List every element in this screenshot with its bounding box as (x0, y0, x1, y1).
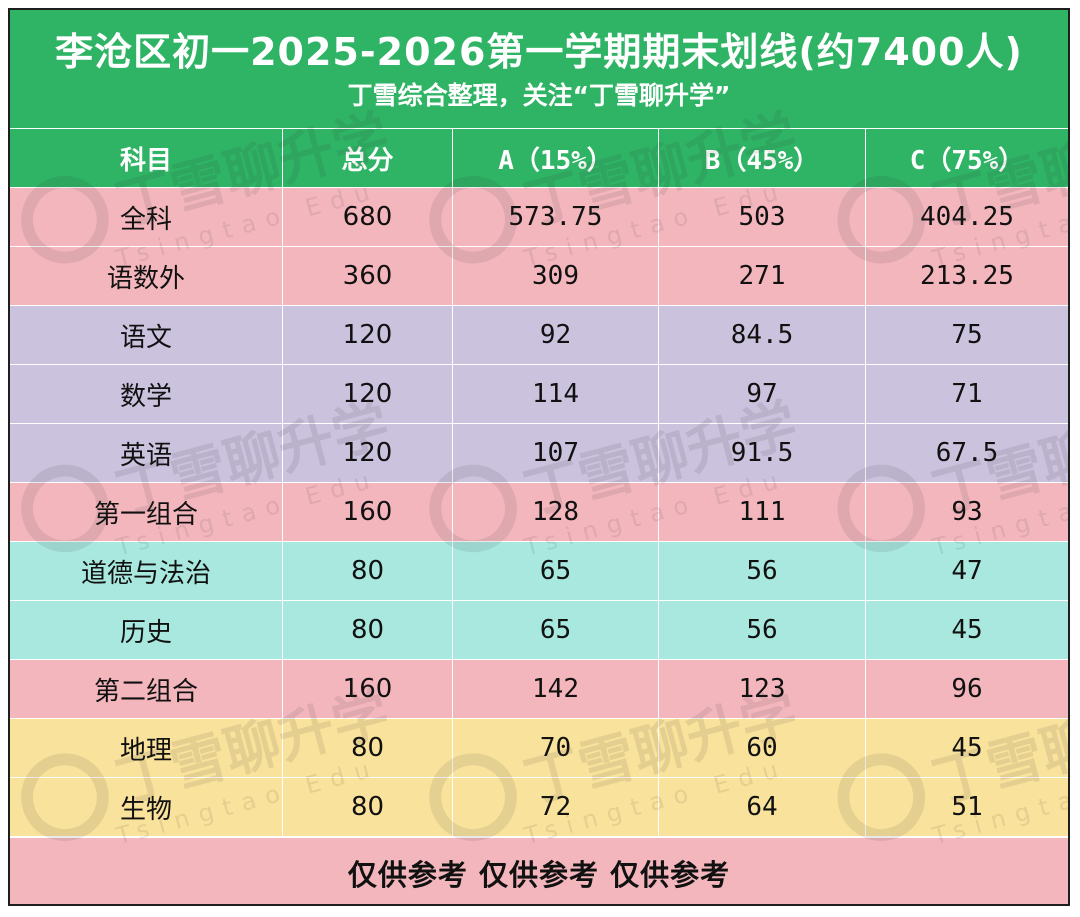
a-cutoff-cell: 65 (452, 601, 658, 659)
a-cutoff-cell: 107 (452, 424, 658, 482)
total-cell: 80 (282, 542, 452, 600)
b-cutoff-cell: 97 (658, 365, 865, 423)
table-row: 第二组合 160 142 123 96 (10, 659, 1068, 718)
subject-cell: 全科 (119, 204, 172, 235)
b-cutoff-cell: 503 (658, 188, 865, 246)
total-cell: 360 (282, 247, 452, 305)
table-row: 数学 120 114 97 71 (10, 364, 1068, 423)
c-cutoff-cell: 47 (865, 542, 1068, 600)
subject-cell: 历史 (119, 617, 172, 648)
a-cutoff-cell: 70 (452, 719, 658, 777)
a-cutoff-cell: 92 (452, 306, 658, 364)
c-cutoff-cell: 45 (865, 601, 1068, 659)
page-subtitle: 丁雪综合整理，关注“丁雪聊升学” (347, 81, 731, 110)
subject-cell: 第二组合 (93, 676, 198, 707)
b-cutoff-cell: 56 (658, 601, 865, 659)
a-cutoff-cell: 114 (452, 365, 658, 423)
table-row: 道德与法治 80 65 56 47 (10, 541, 1068, 600)
total-cell: 80 (282, 601, 452, 659)
total-cell: 160 (282, 660, 452, 718)
total-cell: 120 (282, 306, 452, 364)
c-cutoff-cell: 213.25 (865, 247, 1068, 305)
table-row: 生物 80 72 64 51 (10, 777, 1068, 836)
table-row: 第一组合 160 128 111 93 (10, 482, 1068, 541)
total-cell: 120 (282, 365, 452, 423)
a-cutoff-cell: 128 (452, 483, 658, 541)
subject-cell: 道德与法治 (80, 558, 211, 589)
subject-cell: 语数外 (106, 263, 185, 294)
total-cell: 80 (282, 778, 452, 836)
subject-cell: 生物 (119, 794, 172, 825)
b-cutoff-cell: 111 (658, 483, 865, 541)
b-cutoff-cell: 91.5 (658, 424, 865, 482)
b-cutoff-cell: 271 (658, 247, 865, 305)
table-row: 英语 120 107 91.5 67.5 (10, 423, 1068, 482)
score-table-card: 李沧区初一2025-2026第一学期期末划线(约7400人) 丁雪综合整理，关注… (8, 8, 1070, 906)
table-row: 语文 120 92 84.5 75 (10, 305, 1068, 364)
a-cutoff-cell: 72 (452, 778, 658, 836)
a-cutoff-cell: 573.75 (452, 188, 658, 246)
header-a: A（15%） (452, 129, 658, 187)
header-subject: 科目 (119, 145, 172, 176)
subject-cell: 英语 (119, 440, 172, 471)
a-cutoff-cell: 65 (452, 542, 658, 600)
c-cutoff-cell: 67.5 (865, 424, 1068, 482)
b-cutoff-cell: 64 (658, 778, 865, 836)
total-cell: 680 (282, 188, 452, 246)
total-cell: 80 (282, 719, 452, 777)
table-row: 地理 80 70 60 45 (10, 718, 1068, 777)
b-cutoff-cell: 56 (658, 542, 865, 600)
table-row: 全科 680 573.75 503 404.25 (10, 187, 1068, 246)
c-cutoff-cell: 93 (865, 483, 1068, 541)
subject-cell: 第一组合 (93, 499, 198, 530)
c-cutoff-cell: 51 (865, 778, 1068, 836)
c-cutoff-cell: 75 (865, 306, 1068, 364)
table-body: 全科 680 573.75 503 404.25 语数外 360 309 271 213.25 语文… (10, 187, 1068, 836)
total-cell: 160 (282, 483, 452, 541)
page-title: 李沧区初一2025-2026第一学期期末划线(约7400人) (55, 30, 1023, 74)
a-cutoff-cell: 309 (452, 247, 658, 305)
table-row: 历史 80 65 56 45 (10, 600, 1068, 659)
b-cutoff-cell: 123 (658, 660, 865, 718)
title-banner: 李沧区初一2025-2026第一学期期末划线(约7400人) 丁雪综合整理，关注… (10, 10, 1068, 128)
header-c: C（75%） (865, 129, 1068, 187)
subject-cell: 语文 (119, 322, 172, 353)
b-cutoff-cell: 60 (658, 719, 865, 777)
subject-cell: 地理 (119, 735, 172, 766)
footer-disclaimer: 仅供参考 仅供参考 仅供参考 (10, 837, 1068, 904)
header-total: 总分 (282, 129, 452, 187)
c-cutoff-cell: 404.25 (865, 188, 1068, 246)
c-cutoff-cell: 45 (865, 719, 1068, 777)
a-cutoff-cell: 142 (452, 660, 658, 718)
total-cell: 120 (282, 424, 452, 482)
header-b: B（45%） (658, 129, 865, 187)
c-cutoff-cell: 71 (865, 365, 1068, 423)
subject-cell: 数学 (119, 381, 172, 412)
c-cutoff-cell: 96 (865, 660, 1068, 718)
table-header-row: 科目 总分 A（15%） B（45%） C（75%） (10, 128, 1068, 187)
score-table: 科目 总分 A（15%） B（45%） C（75%） 全科 680 573.75 50… (10, 128, 1068, 836)
b-cutoff-cell: 84.5 (658, 306, 865, 364)
table-row: 语数外 360 309 271 213.25 (10, 246, 1068, 305)
